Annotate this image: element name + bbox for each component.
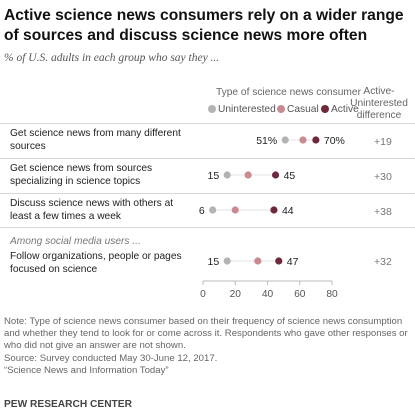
report-title: “Science News and Information Today” xyxy=(4,364,169,376)
legend-casual-label: Casual xyxy=(287,104,319,115)
dot-plot: 0 20 40 60 80 51% 70% 15 45 6 44 15 47 xyxy=(199,135,345,300)
uninterested-value-label: 15 xyxy=(208,170,220,182)
uninterested-value-label: 6 xyxy=(199,205,205,217)
difference-value: +19 xyxy=(374,136,392,148)
uninterested-dot xyxy=(281,136,289,144)
legend-active-label: Active xyxy=(331,104,359,115)
casual-dot xyxy=(231,206,239,214)
chart-title: Active science news consumers rely on a … xyxy=(4,7,404,44)
x-tick-label: 80 xyxy=(326,289,338,300)
uninterested-dot xyxy=(209,206,217,214)
x-tick-label: 40 xyxy=(262,289,274,300)
row-divider xyxy=(0,123,415,124)
x-tick-label: 0 xyxy=(200,289,206,300)
active-dot xyxy=(312,136,320,144)
row-label: Get science news from many different sou… xyxy=(10,128,181,152)
uninterested-dot xyxy=(223,171,231,179)
uninterested-value-label: 15 xyxy=(208,256,220,268)
difference-value: +32 xyxy=(374,256,392,268)
legend-uninterested: Uninterested xyxy=(208,104,276,115)
difference-value: +38 xyxy=(374,206,392,218)
legend-active: Active xyxy=(321,104,359,115)
active-value-label: 47 xyxy=(287,256,299,268)
active-dot xyxy=(270,206,278,214)
legend-uninterested-label: Uninterested xyxy=(218,104,276,115)
active-value-label: 45 xyxy=(284,170,296,182)
difference-value: +30 xyxy=(374,171,392,183)
uninterested-dot xyxy=(223,257,231,265)
uninterested-value-label: 51% xyxy=(256,135,277,147)
note-text: Note: Type of science news consumer base… xyxy=(4,316,408,352)
x-tick-label: 20 xyxy=(230,289,242,300)
legend-title: Type of science news consumer xyxy=(216,87,361,98)
brand-logo-text: PEW RESEARCH CENTER xyxy=(4,399,132,410)
active-value-label: 70% xyxy=(324,135,345,147)
row-label: Follow organizations, people or pages fo… xyxy=(10,251,182,275)
legend-active-dot xyxy=(321,105,329,113)
x-tick-label: 60 xyxy=(294,289,306,300)
chart-notes: Note: Type of science news consumer base… xyxy=(4,316,412,377)
legend-casual: Casual xyxy=(277,104,319,115)
legend-casual-dot xyxy=(277,105,285,113)
casual-dot xyxy=(299,136,307,144)
casual-dot xyxy=(244,171,252,179)
row-label: Discuss science news with others at leas… xyxy=(10,198,174,222)
casual-dot xyxy=(254,257,262,265)
row-divider xyxy=(0,193,415,194)
row-divider xyxy=(0,227,415,228)
legend-uninterested-dot xyxy=(208,105,216,113)
row-label: Get science news from sources specializi… xyxy=(10,163,153,187)
source-text: Source: Survey conducted May 30-June 12,… xyxy=(4,352,218,364)
active-dot xyxy=(275,257,283,265)
active-value-label: 44 xyxy=(282,205,294,217)
chart-subtitle: % of U.S. adults in each group who say t… xyxy=(4,52,220,64)
row-divider xyxy=(0,158,415,159)
difference-header: Active-Uninterested difference xyxy=(350,86,408,121)
subgroup-label: Among social media users ... xyxy=(10,236,141,247)
active-dot xyxy=(271,171,280,179)
